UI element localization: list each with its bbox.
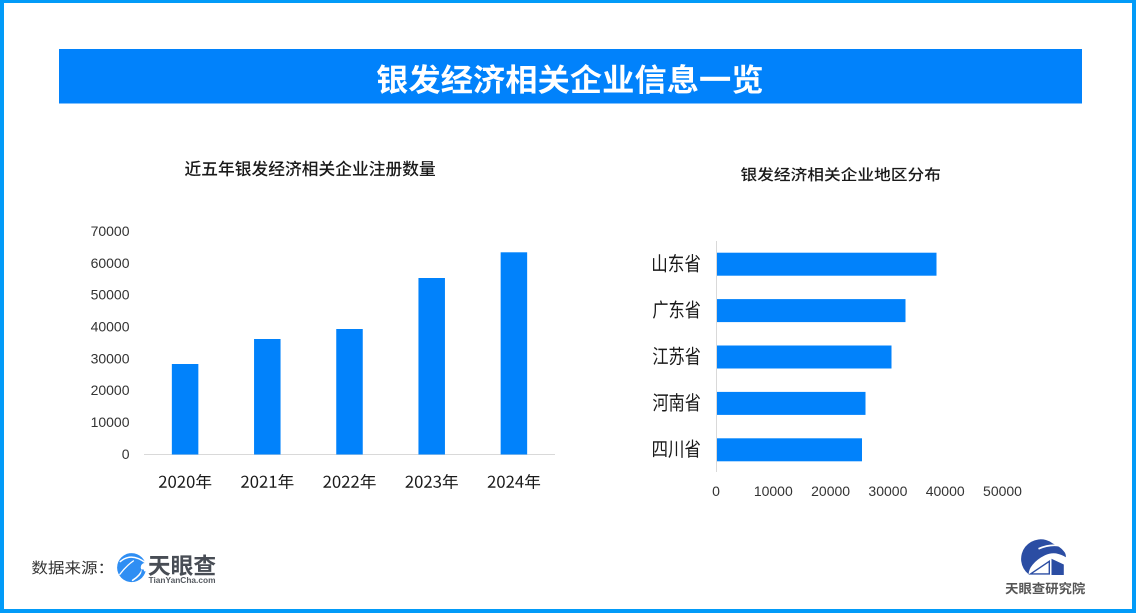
svg-text:40000: 40000 [926, 483, 965, 499]
svg-text:0: 0 [712, 483, 720, 499]
svg-text:70000: 70000 [91, 223, 130, 239]
svg-text:60000: 60000 [91, 255, 130, 271]
svg-text:0: 0 [122, 446, 130, 462]
svg-text:50000: 50000 [91, 287, 130, 303]
svg-text:TianYanCha.com: TianYanCha.com [149, 576, 216, 585]
svg-text:10000: 10000 [91, 414, 130, 430]
svg-text:50000: 50000 [983, 483, 1022, 499]
svg-text:40000: 40000 [91, 319, 130, 335]
svg-text:30000: 30000 [91, 350, 130, 366]
svg-text:30000: 30000 [868, 483, 907, 499]
svg-text:20000: 20000 [811, 483, 850, 499]
svg-text:10000: 10000 [754, 483, 793, 499]
svg-text:20000: 20000 [91, 382, 130, 398]
